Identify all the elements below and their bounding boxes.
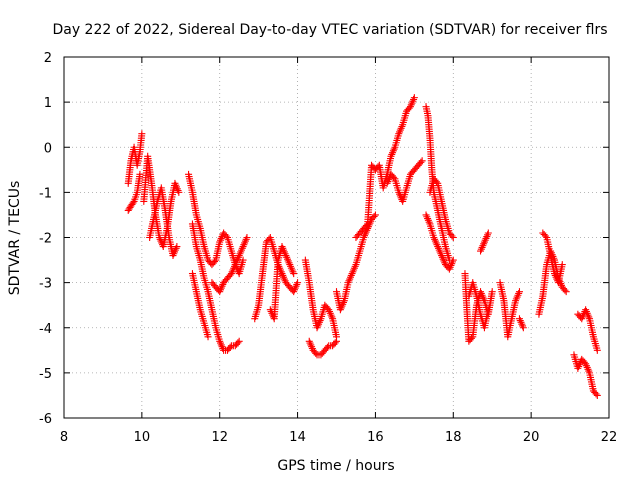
series-arc-07 [188,270,212,341]
data-point [432,178,440,186]
data-point [519,324,527,332]
y-tick-label: -1 [39,186,52,201]
data-point [592,390,600,398]
series-arc-26 [570,351,601,399]
data-point [417,158,425,166]
data-point [235,337,243,345]
series-arc-17 [422,211,457,273]
data-point [449,256,457,264]
series-arc-27 [574,306,601,354]
series-arc-18 [426,175,457,241]
x-tick-label: 20 [523,430,540,445]
y-axis-ticks: -6 -5 -4 -3 -2 -1 0 1 2 [39,51,609,427]
data-point [243,234,251,241]
data-point [312,349,320,357]
data-point [222,232,230,240]
data-point [136,170,144,178]
y-axis-label: SDTVAR / TECUs [7,181,23,296]
data-point [333,337,340,345]
series-arc-04 [146,184,181,260]
x-axis-ticks: 8 10 12 14 16 18 20 22 [60,57,617,445]
data-point [323,343,331,351]
data-point [562,288,570,296]
data-point [234,339,242,347]
data-point [204,333,212,341]
series-arc-14 [352,94,418,241]
data-point [362,221,370,229]
series-arc-11 [301,256,340,341]
data-point [593,346,601,354]
data-point [467,334,475,342]
data-point [390,173,398,181]
data-point [370,212,378,220]
chart-title: Day 222 of 2022, Sidereal Day-to-day VTE… [52,22,607,38]
y-tick-label: -4 [39,322,52,337]
x-axis-label: GPS time / hours [277,458,394,474]
data-point [331,339,339,347]
series-arc-22 [496,279,523,341]
y-tick-label: 0 [44,141,52,156]
x-tick-label: 10 [134,430,151,445]
x-tick-label: 8 [60,430,68,445]
series-arc-02 [124,170,144,214]
series-arc-06 [188,220,243,354]
data-point [593,391,601,399]
data-point [418,157,426,165]
grid [64,57,609,418]
data-point [129,199,137,207]
y-tick-label: -3 [39,277,52,292]
series-arc-10 [266,243,298,323]
data-point [449,234,457,241]
y-tick-label: -2 [39,232,52,247]
data-point [239,256,247,264]
series-arc-15 [383,157,426,205]
data-point [290,270,298,278]
data-point [410,94,418,102]
data-point [515,288,523,296]
data-point [484,229,492,237]
x-tick-label: 14 [289,430,306,445]
series-arc-08 [208,234,251,296]
data-point [138,130,146,138]
y-tick-label: -5 [39,367,52,382]
data-point [541,232,549,240]
x-tick-label: 16 [367,430,384,445]
data-points [124,94,601,399]
y-tick-label: 2 [44,51,52,66]
data-point [371,211,379,219]
series-arc-21 [477,229,492,255]
data-point [484,306,492,314]
x-tick-label: 12 [211,430,228,445]
y-tick-label: -6 [39,412,52,427]
x-tick-label: 22 [601,430,618,445]
series-arc-20 [465,279,492,332]
data-point [173,243,181,251]
data-point [448,232,456,240]
y-tick-label: 1 [44,96,52,111]
series-arc-23 [515,315,527,332]
data-point [294,279,302,287]
data-point [561,286,569,294]
data-point [211,258,219,266]
data-point [488,288,496,296]
data-point [175,188,183,196]
series-arc-12 [305,337,340,359]
series-arc-25 [539,229,566,287]
x-tick-label: 18 [445,430,462,445]
data-point [226,343,234,351]
data-point [558,261,566,269]
series-arc-05 [185,170,247,278]
series-arc-13 [333,211,379,314]
series-arc-01 [124,130,146,187]
